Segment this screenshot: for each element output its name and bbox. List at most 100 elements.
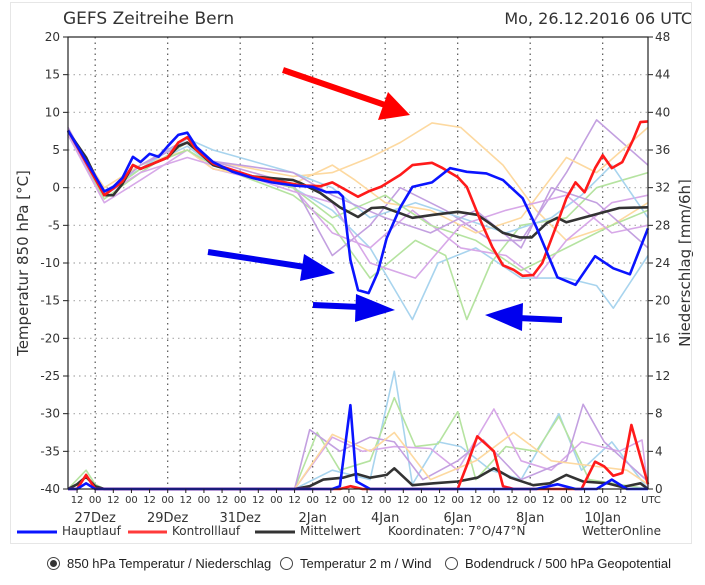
gefs-chart: -40-35-30-25-20-15-10-505101520048121620… [14, 9, 694, 538]
hour-tick-label: 12 [216, 495, 229, 506]
hour-tick-label: 12 [397, 495, 410, 506]
hour-tick-label: 00 [524, 495, 537, 506]
y2-tick-label: 0 [655, 482, 663, 496]
hour-tick-label: 12 [542, 495, 555, 506]
blue-arrow-3 [485, 303, 563, 331]
legend-control-label: Kontrolllauf [172, 524, 241, 538]
hour-tick-label: 12 [288, 495, 301, 506]
hour-tick-label: 12 [179, 495, 192, 506]
hour-tick-label: 00 [161, 495, 174, 506]
member-precipitation-line [67, 396, 649, 490]
hour-tick-label: 12 [143, 495, 156, 506]
y-tick-label: 0 [52, 181, 60, 195]
y-tick-label: 20 [45, 30, 60, 44]
y2-tick-label: 4 [655, 444, 663, 458]
blue-arrow-1 [207, 249, 335, 281]
legend-main-label: Hauptlauf [62, 524, 122, 538]
y-tick-label: -25 [40, 369, 60, 383]
y2-tick-label: 28 [655, 218, 670, 232]
hour-tick-label: 00 [488, 495, 501, 506]
member-temperature-line [67, 130, 649, 249]
member-precipitation-line [293, 408, 649, 490]
hour-tick-label: 00 [306, 495, 319, 506]
hour-tick-label: 00 [125, 495, 138, 506]
date-label: 27Dez [75, 511, 117, 526]
hour-tick-label: 00 [379, 495, 392, 506]
hour-tick-label: 12 [469, 495, 482, 506]
mean-temperature-line [66, 130, 649, 239]
y-tick-label: -35 [40, 444, 60, 458]
radio-icon[interactable] [445, 557, 458, 570]
hour-tick-label: 00 [415, 495, 428, 506]
date-label: 10Jan [584, 511, 621, 526]
y-tick-label: 10 [45, 105, 60, 119]
member-precipitation-line [293, 431, 649, 490]
y-tick-label: 15 [45, 68, 60, 82]
y-tick-label: -40 [40, 482, 60, 496]
annotation-arrows [207, 67, 563, 331]
y2-tick-label: 36 [655, 143, 670, 157]
y-tick-label: -20 [40, 331, 60, 345]
hour-tick-label: 12 [252, 495, 265, 506]
option-850hpa-temp-precip[interactable]: 850 hPa Temperatur / Niederschlag [47, 556, 271, 571]
hour-tick-label: 12 [433, 495, 446, 506]
axes: -40-35-30-25-20-15-10-505101520048121620… [40, 30, 670, 526]
y-tick-label: -5 [48, 218, 60, 232]
red-arrow [282, 67, 410, 120]
option-pressure-geopotential[interactable]: Bodendruck / 500 hPa Geopotential [445, 556, 671, 571]
main-temperature-line [66, 129, 650, 295]
member-temperature-line [67, 130, 649, 272]
date-label: 6Jan [444, 511, 472, 526]
y-axis-label: Temperatur 850 hPa [°C] [14, 170, 32, 357]
option-temp-2m-wind[interactable]: Temperatur 2 m / Wind [280, 556, 432, 571]
y-tick-label: 5 [52, 143, 60, 157]
hour-tick-label: 12 [107, 495, 120, 506]
y2-tick-label: 24 [655, 256, 670, 270]
y2-tick-label: 40 [655, 105, 670, 119]
chart-title: GEFS Zeitreihe Bern [63, 9, 234, 29]
y2-tick-label: 44 [655, 68, 670, 82]
hour-tick-label: 00 [89, 495, 102, 506]
hour-tick-label: 00 [560, 495, 573, 506]
hour-tick-label: 12 [361, 495, 374, 506]
hour-tick-label: 00 [234, 495, 247, 506]
y2-tick-label: 16 [655, 331, 670, 345]
hour-tick-label: 12 [324, 495, 337, 506]
main-precipitation-line [68, 403, 648, 491]
y2-tick-label: 48 [655, 30, 670, 44]
hour-tick-label: 12 [578, 495, 591, 506]
date-label: 8Jan [516, 511, 544, 526]
y2-tick-label: 32 [655, 181, 670, 195]
date-label: 4Jan [371, 511, 399, 526]
y-tick-label: -10 [40, 256, 60, 270]
date-label: 29Dez [147, 511, 189, 526]
ensemble-members [67, 119, 649, 490]
chart-type-selector: 850 hPa Temperatur / Niederschlag Temper… [0, 556, 705, 580]
date-label: 31Dez [220, 511, 262, 526]
y-tick-label: -30 [40, 407, 60, 421]
option-label: Bodendruck / 500 hPa Geopotential [465, 556, 671, 571]
date-label: 2Jan [299, 511, 327, 526]
main-series [66, 120, 650, 491]
member-temperature-line [67, 134, 649, 234]
member-temperature-line [67, 134, 649, 279]
legend: Hauptlauf Kontrolllauf Mittelwert Koordi… [17, 524, 661, 538]
y2-tick-label: 8 [655, 407, 663, 421]
hour-tick-label: 00 [343, 495, 356, 506]
radio-icon[interactable] [280, 557, 293, 570]
coordinates-label: Koordinaten: 7°O/47°N [388, 524, 526, 538]
member-precipitation-line [293, 403, 649, 490]
control-precipitation-line [68, 423, 650, 491]
control-temperature-line [66, 120, 649, 278]
radio-selected-icon[interactable] [47, 557, 60, 570]
y2-tick-label: 20 [655, 294, 670, 308]
y2-axis-label: Niederschlag [mm/6h] [676, 179, 694, 347]
member-temperature-line [67, 126, 649, 234]
hour-tick-label: 00 [451, 495, 464, 506]
hour-tick-label: 00 [198, 495, 211, 506]
blue-arrow-2 [312, 294, 395, 322]
option-label: 850 hPa Temperatur / Niederschlag [67, 556, 272, 571]
hour-tick-label: 12 [71, 495, 84, 506]
brand-label: WetterOnline [582, 524, 661, 538]
run-date: Mo, 26.12.2016 06 UTC [504, 9, 692, 28]
